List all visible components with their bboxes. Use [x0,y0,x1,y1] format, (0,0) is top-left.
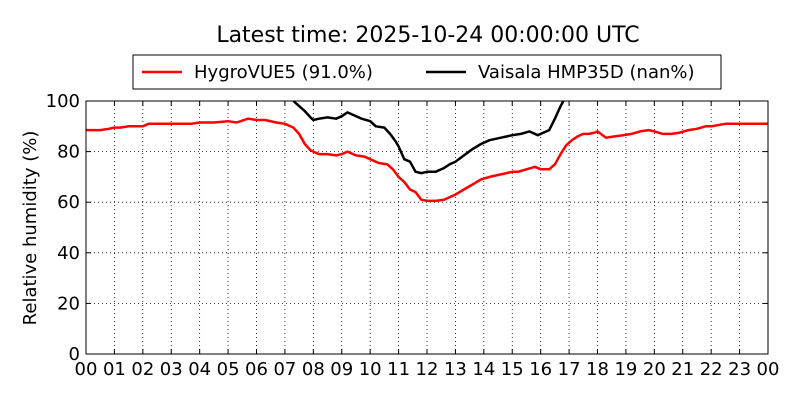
y-axis-label: Relative humidity (%) [20,131,41,326]
grid [86,101,768,354]
x-tick-label: 19 [614,359,637,380]
x-tick-label: 09 [330,359,353,380]
legend-label-vaisala: Vaisala HMP35D (nan%) [478,62,695,83]
x-tick-label: 20 [643,359,666,380]
x-tick-label: 07 [273,359,296,380]
x-tick-label: 22 [700,359,723,380]
x-tick-label: 02 [131,359,154,380]
x-tick-label: 11 [387,359,410,380]
x-tick-label: 00 [757,359,780,380]
y-tick-label: 60 [57,192,80,213]
y-tick-label: 20 [57,293,80,314]
series-line-1 [292,101,565,175]
x-tick-label: 08 [302,359,325,380]
x-tick-label: 01 [103,359,126,380]
x-tick-label: 13 [444,359,467,380]
series-line-0 [86,117,768,203]
x-tick-label: 21 [671,359,694,380]
x-tick-label: 15 [501,359,524,380]
legend-label-hygrovue5: HygroVUE5 (91.0%) [194,62,373,83]
x-tick-label: 16 [529,359,552,380]
x-tick-label: 23 [728,359,751,380]
x-tick-label: 05 [217,359,240,380]
y-tick-label: 40 [57,243,80,264]
y-tick-label: 80 [57,142,80,163]
x-tick-label: 06 [245,359,268,380]
x-tick-label: 10 [359,359,382,380]
plot-frame [85,100,769,355]
x-tick-label: 14 [472,359,495,380]
x-tick-label: 12 [416,359,439,380]
chart-title: Latest time: 2025-10-24 00:00:00 UTC [216,23,639,48]
x-tick-label: 00 [75,359,98,380]
x-tick-label: 17 [558,359,581,380]
ticks: 00 01 02 03 04 05 06 07 08 09 10 11 12 13 14 15 16 17 18 19… [46,91,780,380]
x-tick-label: 04 [188,359,211,380]
legend: HygroVUE5 (91.0%) Vaisala HMP35D (nan%) [132,54,722,90]
series-layer [86,101,768,203]
x-tick-label: 18 [586,359,609,380]
x-tick-label: 03 [160,359,183,380]
y-tick-label: 100 [46,91,80,112]
y-tick-label: 0 [69,344,80,365]
